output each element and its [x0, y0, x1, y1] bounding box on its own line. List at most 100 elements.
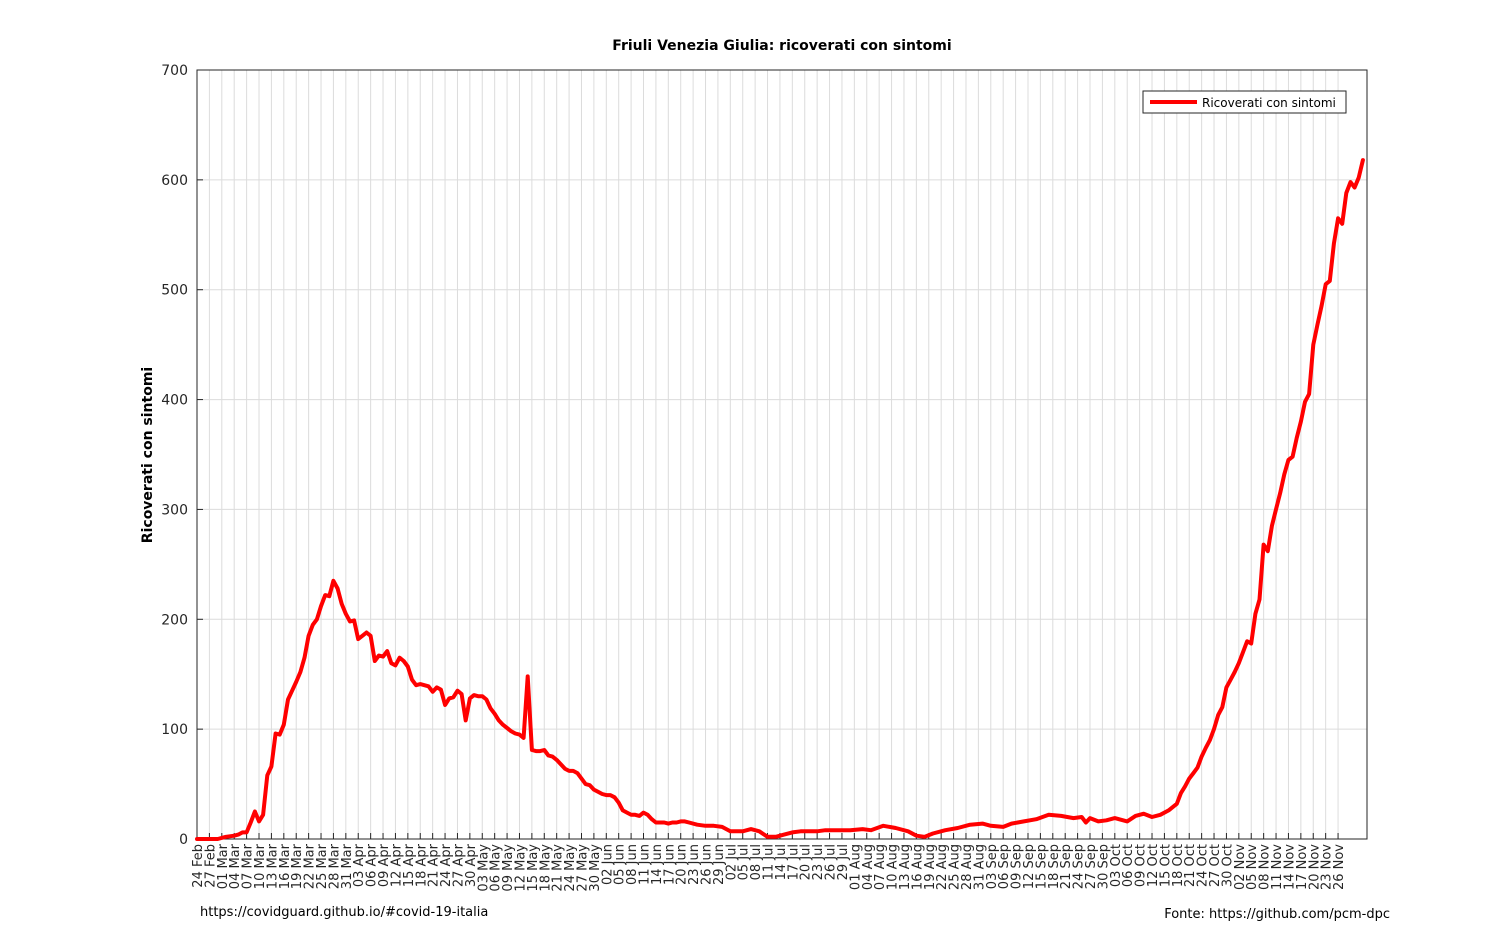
x-tick-label: 21 Sep — [1059, 844, 1074, 889]
x-tick-label: 26 Nov — [1332, 844, 1347, 890]
x-tick-label: 29 Jun — [712, 844, 727, 885]
x-tick-label: 13 Aug — [898, 844, 913, 890]
x-tick-label: 27 Sep — [1084, 844, 1099, 889]
legend-label: Ricoverati con sintomi — [1202, 96, 1336, 110]
x-tick-label: 23 Jun — [687, 844, 702, 885]
y-tick-label: 200 — [161, 612, 188, 628]
x-tick-label: 09 Oct — [1134, 844, 1149, 887]
x-tick-label: 18 Sep — [1047, 844, 1062, 889]
x-tick-label: 06 May — [489, 844, 504, 892]
x-tick-label: 23 Nov — [1320, 844, 1335, 890]
x-tick-label: 16 Aug — [910, 844, 925, 890]
y-axis-label: Ricoverati con sintomi — [140, 367, 156, 543]
x-tick-label: 29 Jul — [836, 844, 851, 880]
x-tick-label: 25 Mar — [315, 843, 330, 889]
grid — [197, 70, 1367, 839]
x-tick-label: 16 Mar — [278, 843, 293, 889]
x-tick-label: 09 May — [501, 844, 516, 892]
y-tick-label: 400 — [161, 393, 188, 409]
legend-box — [1142, 90, 1347, 114]
x-tick-label: 28 Aug — [960, 844, 975, 890]
x-tick-label: 27 May — [575, 844, 590, 892]
x-tick-label: 31 Mar — [340, 843, 355, 889]
x-tick-label: 02 Nov — [1233, 844, 1248, 890]
y-tick-label: 300 — [161, 502, 188, 518]
x-tick-label: 07 Aug — [873, 844, 888, 890]
x-tick-label: 11 Jul — [762, 844, 777, 880]
x-tick-label: 13 Mar — [265, 843, 280, 889]
x-tick-label: 06 Apr — [365, 843, 380, 887]
x-tick-label: 18 Apr — [414, 843, 429, 887]
x-tick-label: 01 Aug — [848, 844, 863, 890]
x-tick-label: 11 Nov — [1270, 844, 1285, 890]
x-tick-label: 30 May — [588, 844, 603, 892]
x-tick-label: 11 Jun — [638, 844, 653, 885]
x-tick-label: 02 Jul — [724, 844, 739, 880]
x-tick-label: 27 Feb — [203, 844, 218, 888]
x-tick-label: 21 May — [551, 844, 566, 892]
x-tick-label: 14 Jun — [650, 844, 665, 885]
x-tick-label: 03 Sep — [985, 844, 1000, 889]
x-tick-label: 20 Jun — [675, 844, 690, 885]
x-tick-label: 25 Aug — [948, 844, 963, 890]
x-tick-label: 09 Apr — [377, 843, 392, 887]
x-tick-label: 03 May — [476, 844, 491, 892]
x-tick-label: 24 May — [563, 844, 578, 892]
x-tick-label: 14 Nov — [1282, 844, 1297, 890]
x-tick-label: 05 Jul — [737, 844, 752, 880]
x-tick-label: 19 Mar — [290, 843, 305, 889]
x-tick-label: 15 May — [526, 844, 541, 892]
x-tick-label: 30 Sep — [1096, 844, 1111, 889]
x-tick-label: 12 Sep — [1022, 844, 1037, 889]
x-tick-label: 26 Jul — [824, 844, 839, 880]
x-tick-label: 04 Aug — [861, 844, 876, 890]
x-tick-label: 22 Mar — [303, 843, 318, 889]
x-tick-label: 05 Jun — [613, 844, 628, 885]
x-tick-label: 08 Jun — [625, 844, 640, 885]
x-tick-label: 01 Mar — [216, 843, 231, 889]
x-tick-label: 27 Apr — [451, 843, 466, 887]
x-tick-label: 24 Apr — [439, 843, 454, 887]
y-tick-label: 0 — [179, 832, 188, 848]
x-tick-label: 06 Sep — [997, 844, 1012, 889]
chart-title: Friuli Venezia Giulia: ricoverati con si… — [612, 38, 951, 54]
series-line — [195, 158, 1365, 841]
x-tick-label: 22 Aug — [935, 844, 950, 890]
x-tick-label: 02 Jun — [600, 844, 615, 885]
x-tick-label: 03 Oct — [1109, 844, 1124, 887]
y-tick-label: 700 — [161, 63, 188, 79]
x-tick-label: 24 Oct — [1196, 844, 1211, 887]
x-tick-label: 17 Jun — [662, 844, 677, 885]
y-ticks: 0 100 200 300 400 500 600 700 — [161, 63, 203, 848]
x-tick-label: 10 Mar — [253, 843, 268, 889]
x-tick-label: 18 Oct — [1171, 844, 1186, 887]
x-tick-label: 05 Nov — [1245, 844, 1260, 890]
x-tick-label: 04 Mar — [228, 843, 243, 889]
x-tick-label: 26 Jun — [700, 844, 715, 885]
x-tick-label: 12 Apr — [389, 843, 404, 887]
x-tick-label: 20 Nov — [1307, 844, 1322, 890]
x-tick-label: 31 Aug — [972, 844, 987, 890]
x-tick-label: 21 Oct — [1183, 844, 1198, 887]
credit-right: Fonte: https://github.com/pcm-dpc — [1164, 907, 1390, 922]
plot-frame — [196, 69, 1368, 840]
x-tick-label: 15 Oct — [1158, 844, 1173, 887]
x-tick-label: 03 Apr — [352, 843, 367, 887]
x-tick-label: 08 Nov — [1258, 844, 1273, 890]
credit-left: https://covidguard.github.io/#covid-19-i… — [200, 905, 489, 920]
x-tick-label: 30 Apr — [464, 843, 479, 887]
series-layer — [195, 158, 1365, 841]
x-tick-label: 10 Aug — [886, 844, 901, 890]
x-tick-label: 24 Sep — [1072, 844, 1087, 889]
x-tick-label: 08 Jul — [749, 844, 764, 880]
x-tick-label: 17 Nov — [1295, 844, 1310, 890]
x-tick-label: 30 Oct — [1220, 844, 1235, 887]
x-tick-label: 18 May — [538, 844, 553, 892]
x-tick-label: 21 Apr — [427, 843, 442, 887]
x-tick-label: 27 Oct — [1208, 844, 1223, 887]
x-tick-label: 06 Oct — [1121, 844, 1136, 887]
x-tick-label: 19 Aug — [923, 844, 938, 890]
x-tick-label: 17 Jul — [786, 844, 801, 880]
